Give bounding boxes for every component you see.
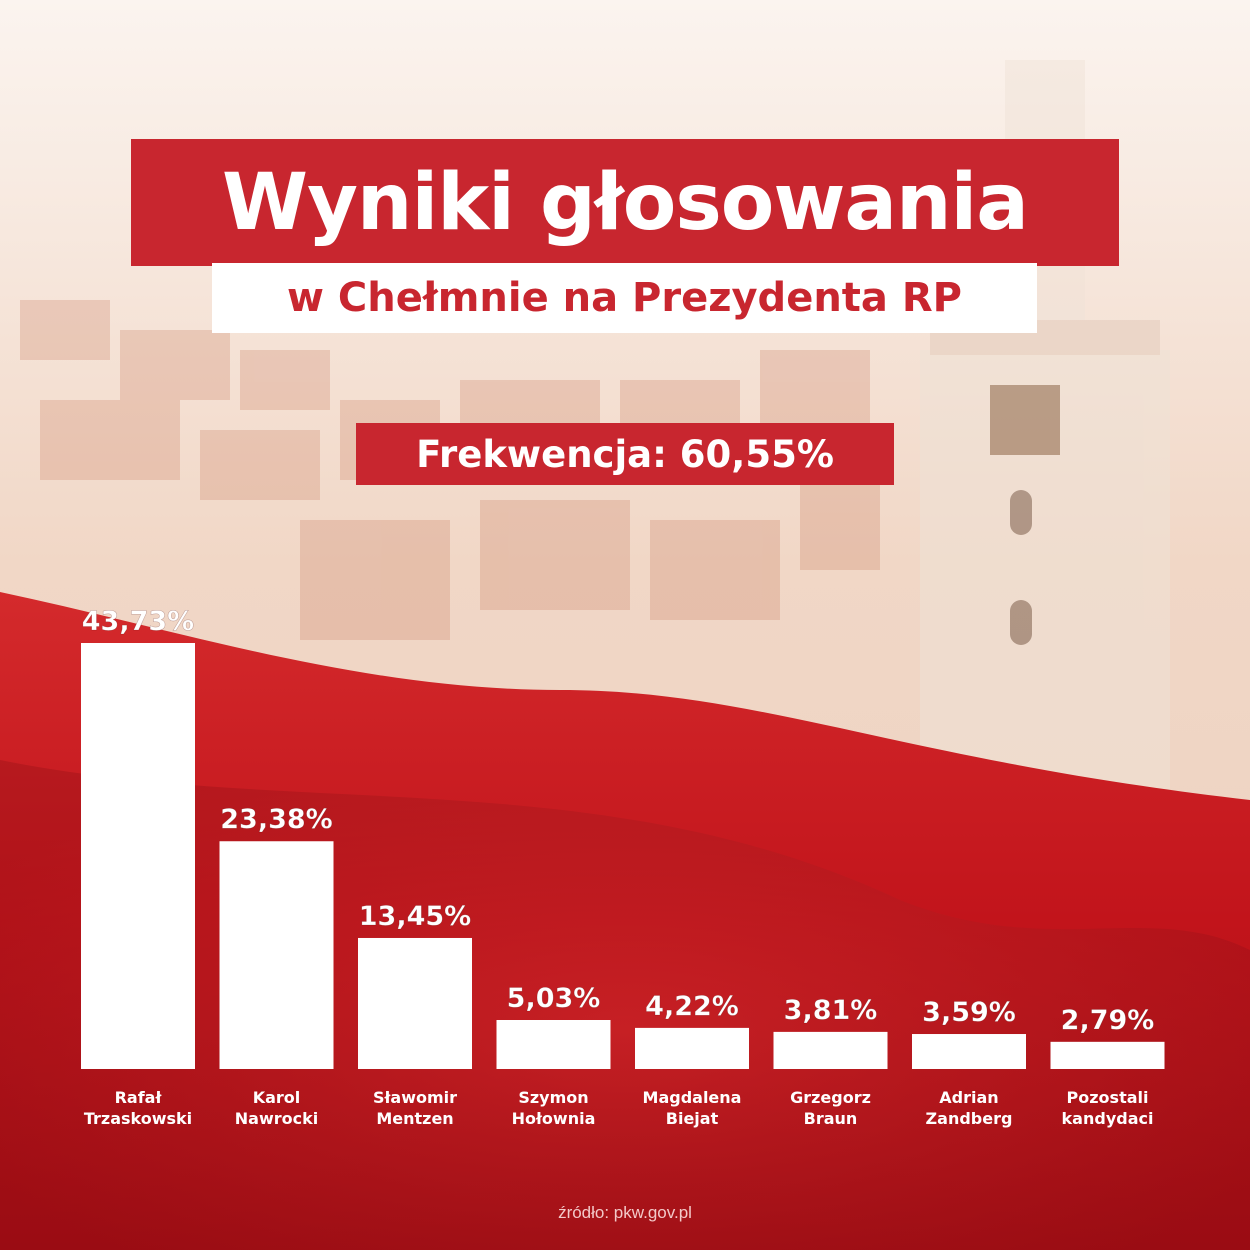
- bar-value-label: 13,45%: [359, 901, 471, 932]
- subtitle-banner: w Chełmnie na Prezydenta RP: [212, 263, 1037, 333]
- category-label: Sławomir: [373, 1088, 457, 1107]
- category-label: Braun: [804, 1109, 858, 1128]
- category-label: Hołownia: [512, 1109, 596, 1128]
- bar: [81, 643, 195, 1069]
- category-label: Mentzen: [376, 1109, 453, 1128]
- bar: [1050, 1041, 1165, 1069]
- category-label: Grzegorz: [790, 1088, 871, 1107]
- bar-value-label: 3,81%: [784, 995, 878, 1026]
- category-label: Nawrocki: [235, 1109, 318, 1128]
- bar-value-label: 5,03%: [507, 983, 601, 1014]
- bar: [496, 1019, 611, 1069]
- bar-value-label: 23,38%: [220, 804, 332, 835]
- bar: [912, 1034, 1026, 1069]
- turnout-text: Frekwencja: 60,55%: [416, 432, 834, 476]
- bar: [635, 1027, 749, 1069]
- turnout-badge: Frekwencja: 60,55%: [356, 423, 894, 485]
- bar-value-label: 2,79%: [1061, 1005, 1155, 1036]
- bar-value-label: 4,22%: [645, 991, 739, 1022]
- category-label: Szymon: [518, 1088, 588, 1107]
- page-title: Wyniki głosowania: [222, 157, 1029, 248]
- category-label: Rafał: [115, 1088, 163, 1107]
- category-label: kandydaci: [1062, 1109, 1154, 1128]
- category-label: Karol: [253, 1088, 301, 1107]
- bar: [219, 841, 334, 1069]
- bar-value-label: 3,59%: [922, 997, 1016, 1028]
- category-label: Trzaskowski: [84, 1109, 192, 1128]
- bar: [773, 1031, 888, 1069]
- bar: [358, 937, 472, 1069]
- page-subtitle: w Chełmnie na Prezydenta RP: [287, 275, 962, 321]
- category-label: Zandberg: [926, 1109, 1013, 1128]
- title-banner: Wyniki głosowania: [131, 139, 1119, 266]
- category-label: Adrian: [939, 1088, 998, 1107]
- bar-value-label: 43,73%: [82, 606, 194, 637]
- category-label: Magdalena: [643, 1088, 742, 1107]
- category-label: Pozostali: [1067, 1088, 1149, 1107]
- category-label: Biejat: [666, 1109, 719, 1128]
- source-note: źródło: pkw.gov.pl: [558, 1203, 692, 1222]
